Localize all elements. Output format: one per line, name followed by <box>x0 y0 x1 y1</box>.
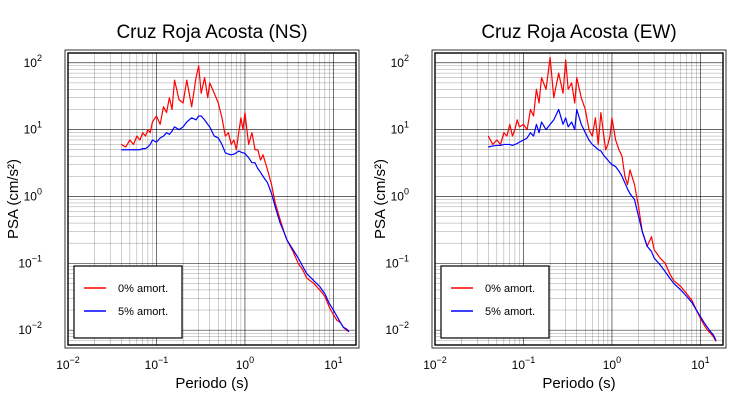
x-tick-exponent: 1 <box>705 355 710 365</box>
y-tick-label: 101 <box>391 120 409 137</box>
y-tick-label: 10−1 <box>18 253 42 270</box>
plot-frame <box>434 52 724 346</box>
x-tick-label: 101 <box>691 355 709 372</box>
chart-title: Cruz Roja Acosta (NS) <box>116 22 307 43</box>
y-tick-label: 10−2 <box>18 320 42 337</box>
x-tick-exponent: −1 <box>158 355 168 365</box>
y-tick-exponent: 1 <box>37 120 42 130</box>
y-axis-label: PSA (cm/s²) <box>372 159 389 239</box>
x-tick-label: 10−1 <box>512 355 536 372</box>
x-tick-exponent: 0 <box>249 355 254 365</box>
y-tick-label: 100 <box>391 186 409 203</box>
x-axis-label: Periodo (s) <box>542 375 615 392</box>
y-tick-exponent: −1 <box>399 253 409 263</box>
plot-frame <box>67 52 357 346</box>
x-tick-label: 100 <box>603 355 621 372</box>
y-tick-label: 102 <box>24 53 42 70</box>
x-tick-label: 100 <box>236 355 254 372</box>
y-tick-exponent: 0 <box>37 186 42 196</box>
series-line-0-amort- <box>120 65 350 333</box>
legend-box <box>440 265 550 339</box>
y-tick-label: 100 <box>24 186 42 203</box>
x-tick-label: 10−1 <box>145 355 169 372</box>
y-tick-label: 102 <box>391 53 409 70</box>
legend-box <box>73 265 183 339</box>
x-tick-exponent: 0 <box>616 355 621 365</box>
plot-outer-frame <box>431 49 727 349</box>
x-tick-exponent: −2 <box>437 355 447 365</box>
legend-label: 0% amort. <box>118 283 168 295</box>
y-tick-exponent: 1 <box>404 120 409 130</box>
y-tick-label: 10−1 <box>385 253 409 270</box>
series-line-5-amort- <box>121 115 350 333</box>
chart-panel-0: Cruz Roja Acosta (NS)10−2 10−1 100 10110−21… <box>5 22 360 392</box>
legend-label: 0% amort. <box>485 283 535 295</box>
chart-title: Cruz Roja Acosta (EW) <box>481 22 676 43</box>
y-tick-exponent: 2 <box>37 53 42 63</box>
y-tick-exponent: −2 <box>399 320 409 330</box>
legend: 0% amort. 5% amort. <box>440 265 550 339</box>
x-tick-label: 10−2 <box>423 355 447 372</box>
x-tick-label: 101 <box>324 355 342 372</box>
x-axis-label: Periodo (s) <box>175 375 248 392</box>
x-tick-exponent: −2 <box>70 355 80 365</box>
y-tick-label: 10−2 <box>385 320 409 337</box>
series-line-0-amort- <box>487 56 717 342</box>
chart-panel-1: Cruz Roja Acosta (EW)10−2 10−1 100 10110−21… <box>372 22 727 392</box>
y-axis-label: PSA (cm/s²) <box>5 159 22 239</box>
y-tick-exponent: −1 <box>32 253 42 263</box>
x-tick-exponent: −1 <box>525 355 535 365</box>
legend-label: 5% amort. <box>118 306 168 318</box>
y-tick-exponent: 2 <box>404 53 409 63</box>
plot-outer-frame <box>64 49 360 349</box>
grid <box>67 53 356 346</box>
legend-label: 5% amort. <box>485 306 535 318</box>
series-line-5-amort- <box>488 108 717 341</box>
legend: 0% amort. 5% amort. <box>73 265 183 339</box>
y-tick-exponent: 0 <box>404 186 409 196</box>
y-tick-exponent: −2 <box>32 320 42 330</box>
x-tick-label: 10−2 <box>56 355 80 372</box>
y-tick-label: 101 <box>24 120 42 137</box>
x-tick-exponent: 1 <box>338 355 343 365</box>
